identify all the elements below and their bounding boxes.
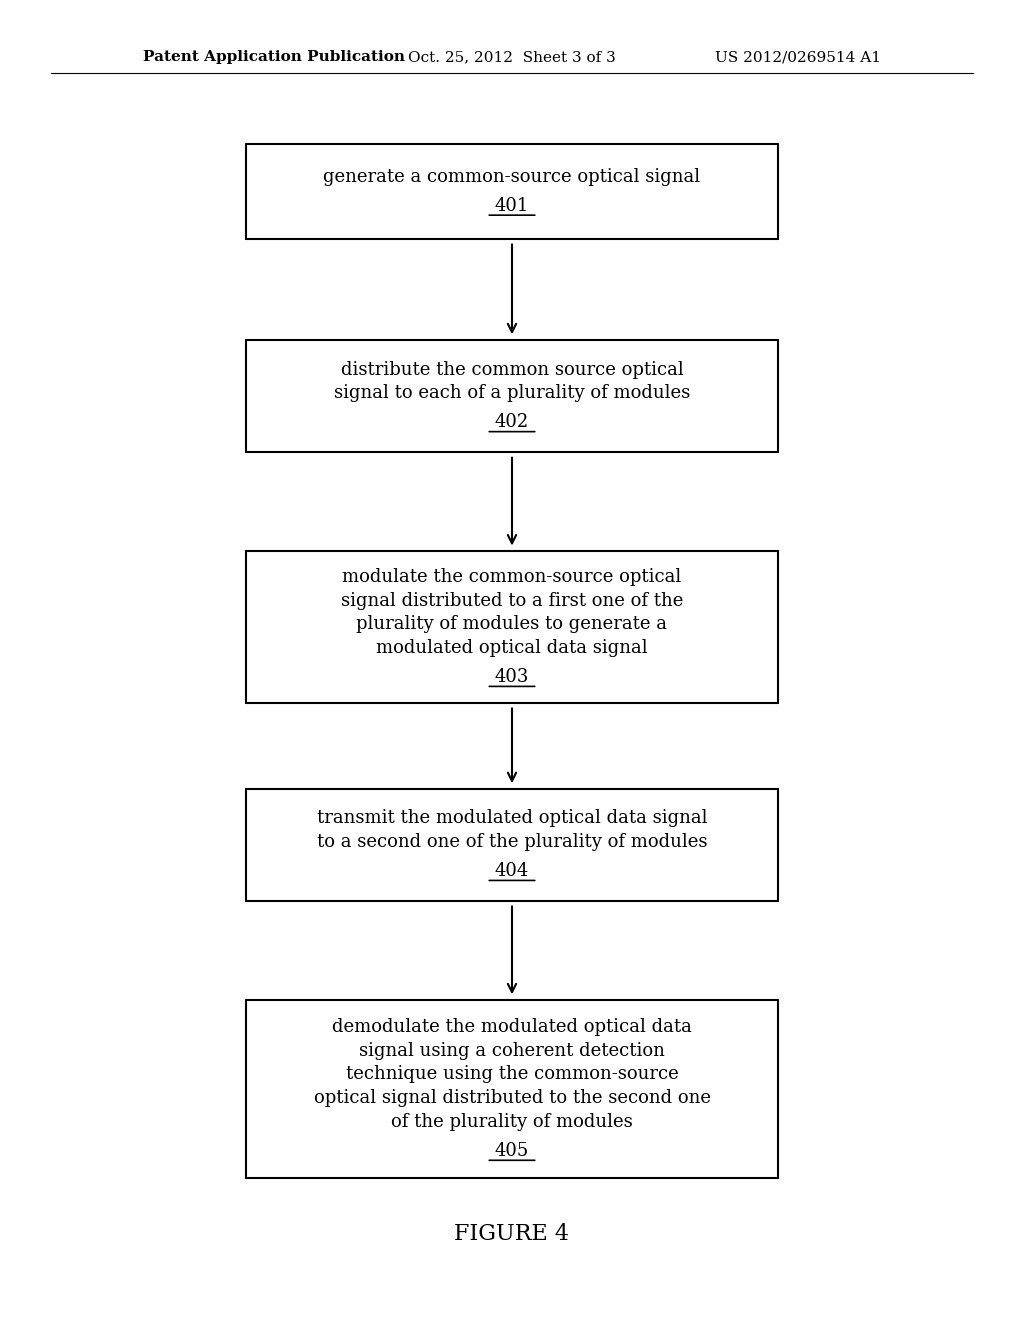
Text: 404: 404 (495, 862, 529, 880)
Text: modulate the common-source optical: modulate the common-source optical (342, 568, 682, 586)
Text: optical signal distributed to the second one: optical signal distributed to the second… (313, 1089, 711, 1107)
Text: Oct. 25, 2012  Sheet 3 of 3: Oct. 25, 2012 Sheet 3 of 3 (409, 50, 615, 65)
FancyBboxPatch shape (246, 552, 778, 702)
FancyBboxPatch shape (246, 144, 778, 239)
Text: signal distributed to a first one of the: signal distributed to a first one of the (341, 591, 683, 610)
FancyBboxPatch shape (246, 1001, 778, 1179)
Text: modulated optical data signal: modulated optical data signal (376, 639, 648, 657)
Text: technique using the common-source: technique using the common-source (346, 1065, 678, 1084)
Text: of the plurality of modules: of the plurality of modules (391, 1113, 633, 1131)
Text: 402: 402 (495, 413, 529, 432)
Text: demodulate the modulated optical data: demodulate the modulated optical data (332, 1018, 692, 1036)
Text: to a second one of the plurality of modules: to a second one of the plurality of modu… (316, 833, 708, 851)
Text: 401: 401 (495, 197, 529, 215)
Text: distribute the common source optical: distribute the common source optical (341, 360, 683, 379)
FancyBboxPatch shape (246, 341, 778, 451)
Text: FIGURE 4: FIGURE 4 (455, 1224, 569, 1245)
Text: 403: 403 (495, 668, 529, 686)
Text: 405: 405 (495, 1142, 529, 1160)
Text: signal using a coherent detection: signal using a coherent detection (359, 1041, 665, 1060)
Text: plurality of modules to generate a: plurality of modules to generate a (356, 615, 668, 634)
Text: signal to each of a plurality of modules: signal to each of a plurality of modules (334, 384, 690, 403)
FancyBboxPatch shape (246, 788, 778, 900)
Text: Patent Application Publication: Patent Application Publication (143, 50, 406, 65)
Text: transmit the modulated optical data signal: transmit the modulated optical data sign… (316, 809, 708, 828)
Text: US 2012/0269514 A1: US 2012/0269514 A1 (715, 50, 881, 65)
Text: generate a common-source optical signal: generate a common-source optical signal (324, 168, 700, 186)
